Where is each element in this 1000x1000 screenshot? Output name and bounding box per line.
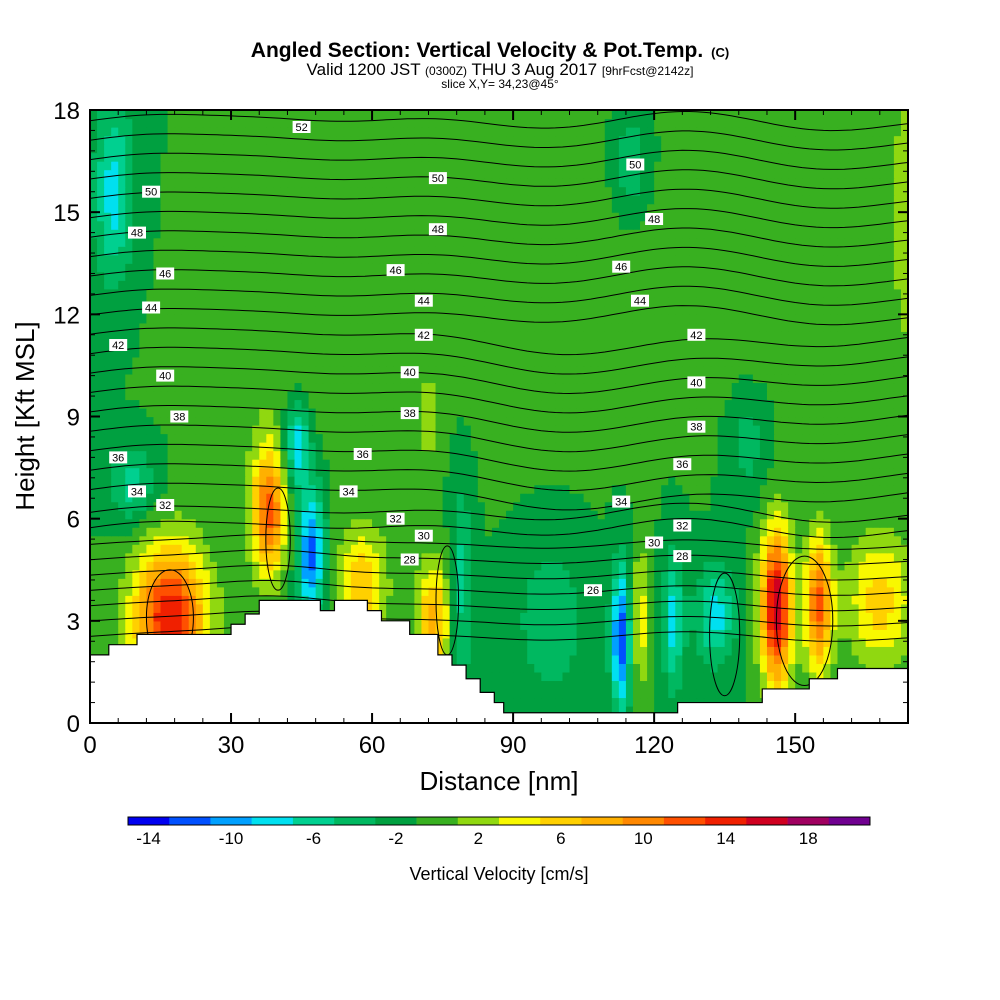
contour-label: 52 [292, 121, 311, 134]
colorbar-swatch [292, 817, 335, 825]
y-tick-label: 18 [53, 98, 80, 125]
colorbar-swatch [746, 817, 788, 825]
plot-area: 52 50 50 50 48 48 48 46 46 46 44 44 44 42 42 42 40 40 40 38… [53, 98, 909, 759]
contour-label: 36 [673, 458, 692, 471]
contour-label: 32 [156, 499, 175, 512]
contour-labels: 52 50 50 50 48 48 48 46 46 46 44 44 44 42 42 42 40 40 40 38… [109, 121, 706, 597]
y-axis-label: Height [Kft MSL] [10, 321, 40, 510]
colorbar-swatch [416, 817, 459, 825]
chart-slice-info: slice X,Y= 34,23@45° [441, 77, 559, 91]
contour-label: 40 [687, 376, 706, 389]
colorbar: -14 -10 -6 -2 2 6 10 14 18 [127, 816, 871, 848]
colorbar-tick-label: 14 [716, 829, 735, 848]
contour-label: 26 [584, 584, 602, 597]
colorbar-swatch [169, 817, 211, 825]
contour-label: 32 [673, 519, 692, 533]
x-axis-label: Distance [nm] [420, 766, 579, 796]
x-tick-label: 90 [500, 732, 527, 759]
y-tick-label: 15 [53, 200, 80, 227]
contour-label: 30 [414, 529, 433, 543]
colorbar-swatch [128, 817, 170, 825]
x-tick-label: 60 [359, 732, 386, 759]
contour-label: 38 [170, 410, 189, 424]
contour-label: 30 [645, 536, 664, 550]
contour-label: 46 [386, 264, 405, 277]
colorbar-swatch [787, 817, 830, 825]
contour-label: 42 [109, 339, 128, 352]
chart-subtitle: Valid 1200 JST (0300Z) THU 3 Aug 2017 [9… [307, 60, 694, 79]
colorbar-swatch [828, 817, 871, 825]
contour-label: 42 [687, 328, 706, 342]
colorbar-swatch [499, 817, 541, 825]
contour-label: 34 [128, 485, 146, 498]
colorbar-tick-label: 2 [474, 829, 483, 848]
contour-label: 44 [631, 294, 649, 308]
contour-label: 38 [687, 420, 706, 434]
colorbar-swatch [705, 817, 747, 825]
contour-label: 38 [400, 407, 419, 420]
contour-label: 48 [428, 223, 447, 236]
colorbar-swatch [375, 817, 417, 825]
y-tick-label: 6 [67, 507, 80, 534]
colorbar-tick-label: -6 [306, 829, 321, 848]
velocity-field [90, 110, 908, 713]
contour-label: 46 [612, 260, 631, 274]
contour-label: 46 [156, 267, 175, 281]
y-tick-label: 9 [67, 405, 80, 432]
colorbar-swatch [663, 817, 706, 825]
colorbar-swatch [210, 817, 252, 825]
colorbar-tick-label: 10 [634, 829, 653, 848]
colorbar-swatch [622, 817, 665, 825]
colorbar-label: Vertical Velocity [cm/s] [409, 864, 588, 884]
colorbar-swatch [251, 817, 294, 825]
y-tick-label: 3 [67, 609, 80, 636]
colorbar-swatch [581, 817, 623, 825]
contour-label: 36 [353, 448, 372, 461]
terrain-mask [90, 599, 908, 723]
colorbar-swatch [457, 817, 500, 825]
contour-label: 40 [400, 366, 419, 379]
contour-label: 42 [414, 328, 433, 342]
contour-label: 44 [142, 301, 161, 315]
x-tick-label: 150 [775, 732, 815, 759]
y-tick-label: 0 [67, 711, 80, 738]
colorbar-swatch [540, 817, 582, 825]
x-tick-label: 30 [218, 732, 245, 759]
contour-label: 32 [386, 512, 405, 526]
contour-label: 48 [645, 213, 664, 226]
theta-contours [90, 111, 908, 697]
contour-label: 34 [612, 495, 631, 509]
colorbar-tick-label: -10 [219, 829, 244, 848]
contour-label: 44 [414, 294, 433, 308]
colorbar-tick-label: -2 [388, 829, 403, 848]
contour-label: 36 [109, 451, 128, 464]
chart-title: Angled Section: Vertical Velocity & Pot.… [251, 39, 729, 62]
contour-label: 28 [400, 553, 419, 567]
contour-label: 34 [339, 485, 358, 498]
contour-label: 50 [626, 158, 645, 172]
colorbar-tick-label: 18 [799, 829, 818, 848]
x-tick-label: 0 [83, 732, 96, 759]
contour-label: 50 [142, 185, 161, 199]
y-tick-label: 12 [53, 302, 80, 329]
contour-label: 50 [428, 172, 447, 185]
colorbar-swatch [334, 817, 376, 825]
contour-label: 40 [156, 369, 175, 383]
contour-label: 28 [673, 550, 692, 563]
colorbar-tick-label: 6 [556, 829, 565, 848]
contour-label: 48 [128, 226, 146, 240]
colorbar-tick-label: -14 [136, 829, 161, 848]
x-tick-label: 120 [634, 732, 674, 759]
